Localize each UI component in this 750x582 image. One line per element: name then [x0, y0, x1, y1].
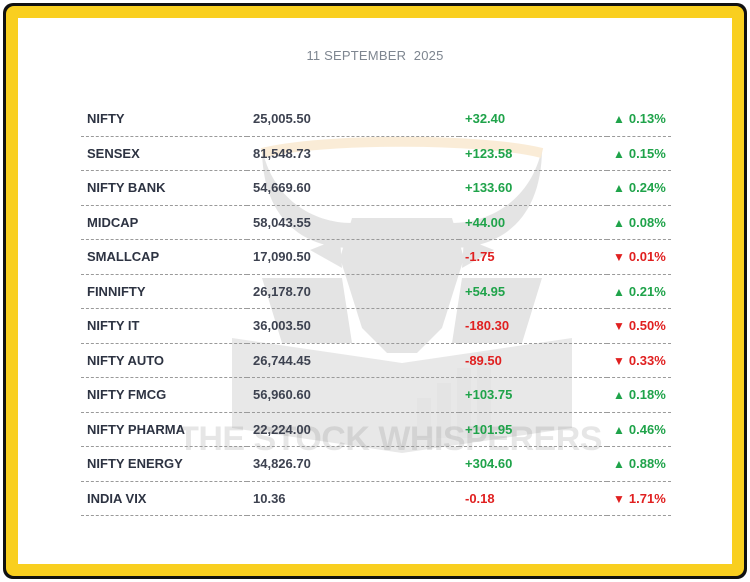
- up-triangle-icon: ▲: [613, 388, 625, 403]
- index-change: +103.75: [459, 377, 607, 413]
- index-percent: 0.13%: [628, 111, 666, 127]
- index-percent-cell: ▼ 1.71%: [607, 481, 671, 516]
- index-percent: 0.24%: [628, 180, 666, 196]
- index-change: +133.60: [459, 170, 607, 206]
- indices-table: NIFTY 25,005.50 +32.40 ▲ 0.13% SENSEX 81,548.7…: [81, 102, 671, 516]
- index-value: 22,224.00: [247, 412, 459, 447]
- index-percent: 0.50%: [628, 318, 666, 334]
- index-value: 81,548.73: [247, 136, 459, 171]
- table-row: INDIA VIX 10.36 -0.18 ▼ 1.71%: [81, 481, 671, 516]
- down-triangle-icon: ▼: [613, 250, 625, 265]
- index-percent-cell: ▲ 0.13%: [607, 102, 671, 137]
- table-row: NIFTY PHARMA 22,224.00 +101.95 ▲ 0.46%: [81, 412, 671, 447]
- index-change: -180.30: [459, 308, 607, 344]
- index-name: SENSEX: [81, 136, 247, 171]
- index-percent: 0.46%: [628, 421, 666, 437]
- market-card: THE STOCK WHISPERERS 11 SEPTEMBER 2025 N…: [18, 18, 732, 564]
- table-row: SMALLCAP 17,090.50 -1.75 ▼ 0.01%: [81, 239, 671, 275]
- index-change: -1.75: [459, 239, 607, 275]
- index-name: NIFTY AUTO: [81, 343, 247, 378]
- up-triangle-icon: ▲: [613, 422, 625, 437]
- index-percent-cell: ▲ 0.08%: [607, 205, 671, 240]
- index-percent: 0.08%: [628, 214, 666, 230]
- index-name: NIFTY BANK: [81, 170, 247, 206]
- index-percent-cell: ▲ 0.24%: [607, 170, 671, 206]
- index-value: 58,043.55: [247, 205, 459, 240]
- table-row: NIFTY FMCG 56,960.60 +103.75 ▲ 0.18%: [81, 377, 671, 413]
- index-name: NIFTY FMCG: [81, 377, 247, 413]
- index-value: 54,669.60: [247, 170, 459, 206]
- index-change: +32.40: [459, 102, 607, 137]
- table-row: NIFTY BANK 54,669.60 +133.60 ▲ 0.24%: [81, 170, 671, 206]
- up-triangle-icon: ▲: [613, 181, 625, 196]
- index-percent: 1.71%: [628, 490, 666, 506]
- index-change: +54.95: [459, 274, 607, 309]
- down-triangle-icon: ▼: [613, 491, 625, 506]
- index-percent: 0.01%: [628, 249, 666, 265]
- down-triangle-icon: ▼: [613, 353, 625, 368]
- index-change: +304.60: [459, 446, 607, 482]
- up-triangle-icon: ▲: [613, 112, 625, 127]
- index-value: 34,826.70: [247, 446, 459, 482]
- table-row: NIFTY ENERGY 34,826.70 +304.60 ▲ 0.88%: [81, 446, 671, 482]
- index-percent-cell: ▼ 0.50%: [607, 308, 671, 344]
- index-percent: 0.33%: [628, 352, 666, 368]
- outer-frame: THE STOCK WHISPERERS 11 SEPTEMBER 2025 N…: [3, 3, 747, 579]
- index-name: MIDCAP: [81, 205, 247, 240]
- up-triangle-icon: ▲: [613, 284, 625, 299]
- table-row: NIFTY IT 36,003.50 -180.30 ▼ 0.50%: [81, 308, 671, 344]
- index-name: FINNIFTY: [81, 274, 247, 309]
- table-row: NIFTY 25,005.50 +32.40 ▲ 0.13%: [81, 102, 671, 137]
- up-triangle-icon: ▲: [613, 146, 625, 161]
- index-name: NIFTY PHARMA: [81, 412, 247, 447]
- index-percent-cell: ▲ 0.88%: [607, 446, 671, 482]
- index-percent-cell: ▲ 0.46%: [607, 412, 671, 447]
- index-value: 25,005.50: [247, 102, 459, 137]
- index-change: -0.18: [459, 481, 607, 516]
- index-change: +44.00: [459, 205, 607, 240]
- up-triangle-icon: ▲: [613, 215, 625, 230]
- index-change: +101.95: [459, 412, 607, 447]
- index-percent-cell: ▼ 0.01%: [607, 239, 671, 275]
- index-value: 26,744.45: [247, 343, 459, 378]
- yellow-border: THE STOCK WHISPERERS 11 SEPTEMBER 2025 N…: [6, 6, 744, 576]
- index-name: NIFTY ENERGY: [81, 446, 247, 482]
- index-percent-cell: ▲ 0.15%: [607, 136, 671, 171]
- index-name: NIFTY IT: [81, 308, 247, 344]
- table-row: MIDCAP 58,043.55 +44.00 ▲ 0.08%: [81, 205, 671, 240]
- index-value: 26,178.70: [247, 274, 459, 309]
- index-percent-cell: ▼ 0.33%: [607, 343, 671, 378]
- index-name: INDIA VIX: [81, 481, 247, 516]
- table-row: NIFTY AUTO 26,744.45 -89.50 ▼ 0.33%: [81, 343, 671, 378]
- up-triangle-icon: ▲: [613, 457, 625, 472]
- index-value: 56,960.60: [247, 377, 459, 413]
- index-value: 36,003.50: [247, 308, 459, 344]
- index-percent: 0.18%: [628, 387, 666, 403]
- index-percent: 0.88%: [628, 456, 666, 472]
- index-percent: 0.15%: [628, 145, 666, 161]
- index-percent-cell: ▲ 0.21%: [607, 274, 671, 309]
- index-percent-cell: ▲ 0.18%: [607, 377, 671, 413]
- index-percent: 0.21%: [628, 283, 666, 299]
- table-row: FINNIFTY 26,178.70 +54.95 ▲ 0.21%: [81, 274, 671, 309]
- down-triangle-icon: ▼: [613, 319, 625, 334]
- index-change: -89.50: [459, 343, 607, 378]
- report-date: 11 SEPTEMBER 2025: [306, 48, 444, 63]
- index-change: +123.58: [459, 136, 607, 171]
- index-name: SMALLCAP: [81, 239, 247, 275]
- index-value: 10.36: [247, 481, 459, 516]
- table-row: SENSEX 81,548.73 +123.58 ▲ 0.15%: [81, 136, 671, 171]
- index-name: NIFTY: [81, 102, 247, 137]
- index-value: 17,090.50: [247, 239, 459, 275]
